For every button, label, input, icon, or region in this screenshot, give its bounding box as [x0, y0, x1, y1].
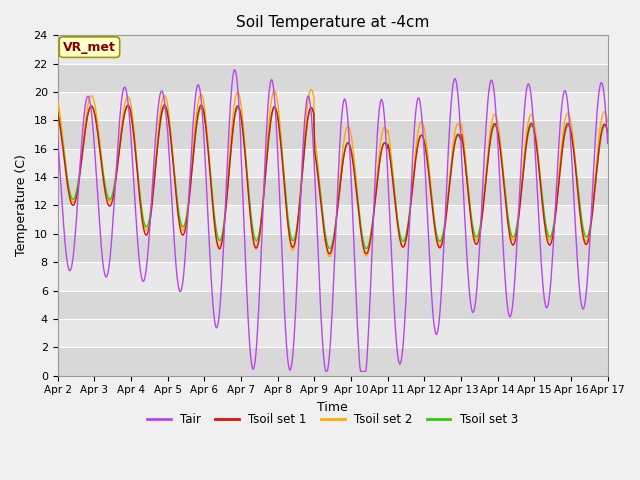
Bar [58, 234, 608, 262]
Line: Tsoil set 1: Tsoil set 1 [58, 105, 608, 253]
Tair [417, 106, 425, 112]
Tsoil set 1 [120, 113, 128, 119]
Tsoil set 3 [417, 132, 425, 138]
Tsoil set 3 [54, 109, 61, 115]
Bar [58, 92, 608, 120]
Tsoil set 3 [177, 219, 184, 225]
Tsoil set 2 [417, 119, 425, 125]
Bar [58, 177, 608, 205]
Bar [58, 120, 608, 149]
Tsoil set 3 [63, 177, 71, 182]
Y-axis label: Temperature (C): Temperature (C) [15, 155, 28, 256]
Tsoil set 3 [326, 246, 334, 252]
X-axis label: Time: Time [317, 401, 348, 414]
Line: Tsoil set 2: Tsoil set 2 [58, 89, 608, 256]
Bar [58, 347, 608, 375]
Line: Tair: Tair [58, 70, 608, 372]
Tsoil set 1 [63, 182, 71, 188]
Tair [401, 315, 409, 321]
Bar [58, 262, 608, 290]
Tsoil set 2 [176, 220, 184, 226]
Tsoil set 1 [325, 251, 333, 256]
Tsoil set 2 [401, 242, 409, 248]
Tsoil set 1 [417, 132, 425, 138]
Bar [58, 205, 608, 234]
Tsoil set 1 [161, 102, 168, 108]
Tair [63, 261, 71, 266]
Tair [176, 288, 184, 294]
Tair [323, 369, 330, 374]
Tsoil set 1 [604, 130, 612, 136]
Bar [58, 319, 608, 347]
Tsoil set 3 [401, 236, 409, 242]
Tsoil set 3 [206, 163, 214, 169]
Tsoil set 2 [325, 253, 333, 259]
Tair [604, 141, 612, 146]
Tsoil set 2 [63, 177, 71, 182]
Tair [231, 67, 239, 72]
Tsoil set 1 [54, 110, 61, 116]
Tsoil set 3 [124, 104, 132, 109]
Text: VR_met: VR_met [63, 41, 116, 54]
Bar [58, 64, 608, 92]
Tsoil set 1 [401, 241, 409, 247]
Tsoil set 2 [307, 86, 315, 92]
Tsoil set 2 [54, 97, 61, 103]
Bar [58, 149, 608, 177]
Tsoil set 1 [177, 228, 184, 234]
Legend: Tair, Tsoil set 1, Tsoil set 2, Tsoil set 3: Tair, Tsoil set 1, Tsoil set 2, Tsoil se… [143, 408, 523, 431]
Title: Soil Temperature at -4cm: Soil Temperature at -4cm [236, 15, 429, 30]
Tsoil set 2 [604, 119, 612, 125]
Bar [58, 36, 608, 64]
Line: Tsoil set 3: Tsoil set 3 [58, 107, 608, 249]
Tsoil set 1 [206, 168, 214, 174]
Tair [205, 236, 213, 241]
Tsoil set 2 [205, 152, 213, 158]
Bar [58, 290, 608, 319]
Tsoil set 2 [120, 105, 128, 110]
Tsoil set 3 [120, 114, 128, 120]
Tair [120, 84, 128, 90]
Tair [54, 133, 61, 139]
Tsoil set 3 [604, 129, 612, 135]
